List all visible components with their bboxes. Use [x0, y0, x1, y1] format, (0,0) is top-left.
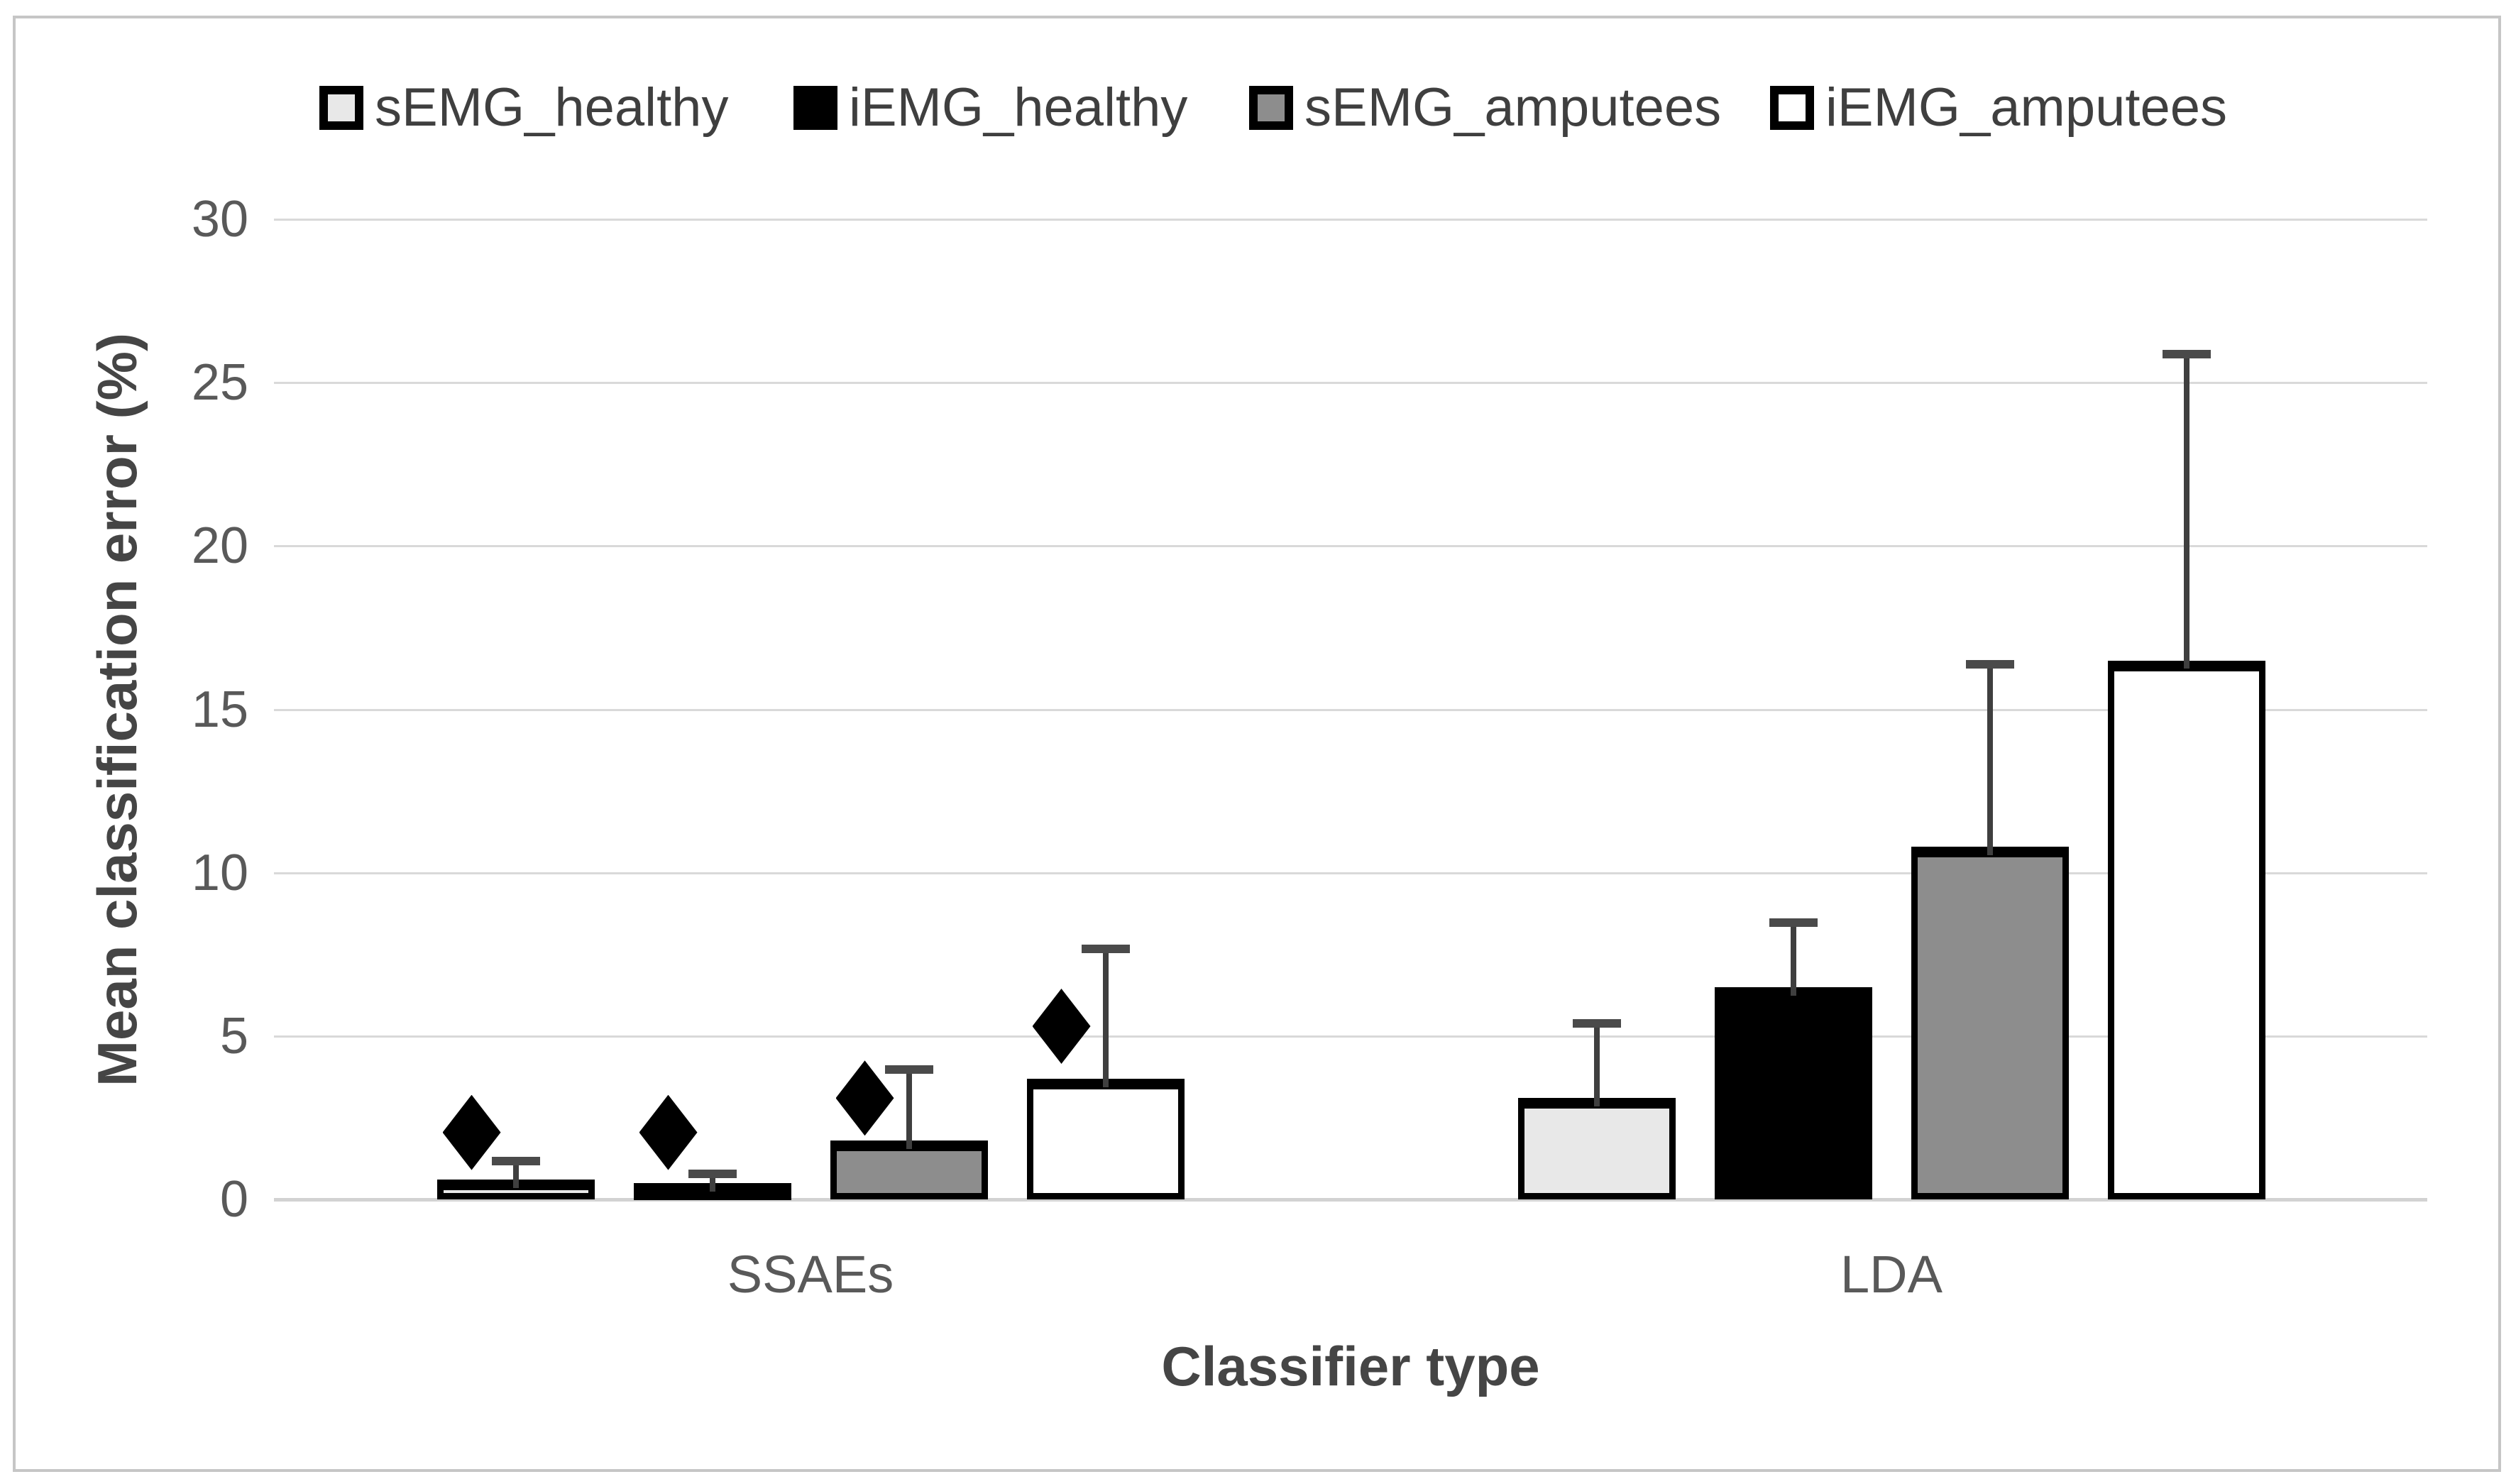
figure-frame — [13, 16, 2501, 1472]
y-axis-title: Mean classification error (%) — [86, 333, 148, 1087]
x-axis-title: Classifier type — [1161, 1335, 1540, 1397]
